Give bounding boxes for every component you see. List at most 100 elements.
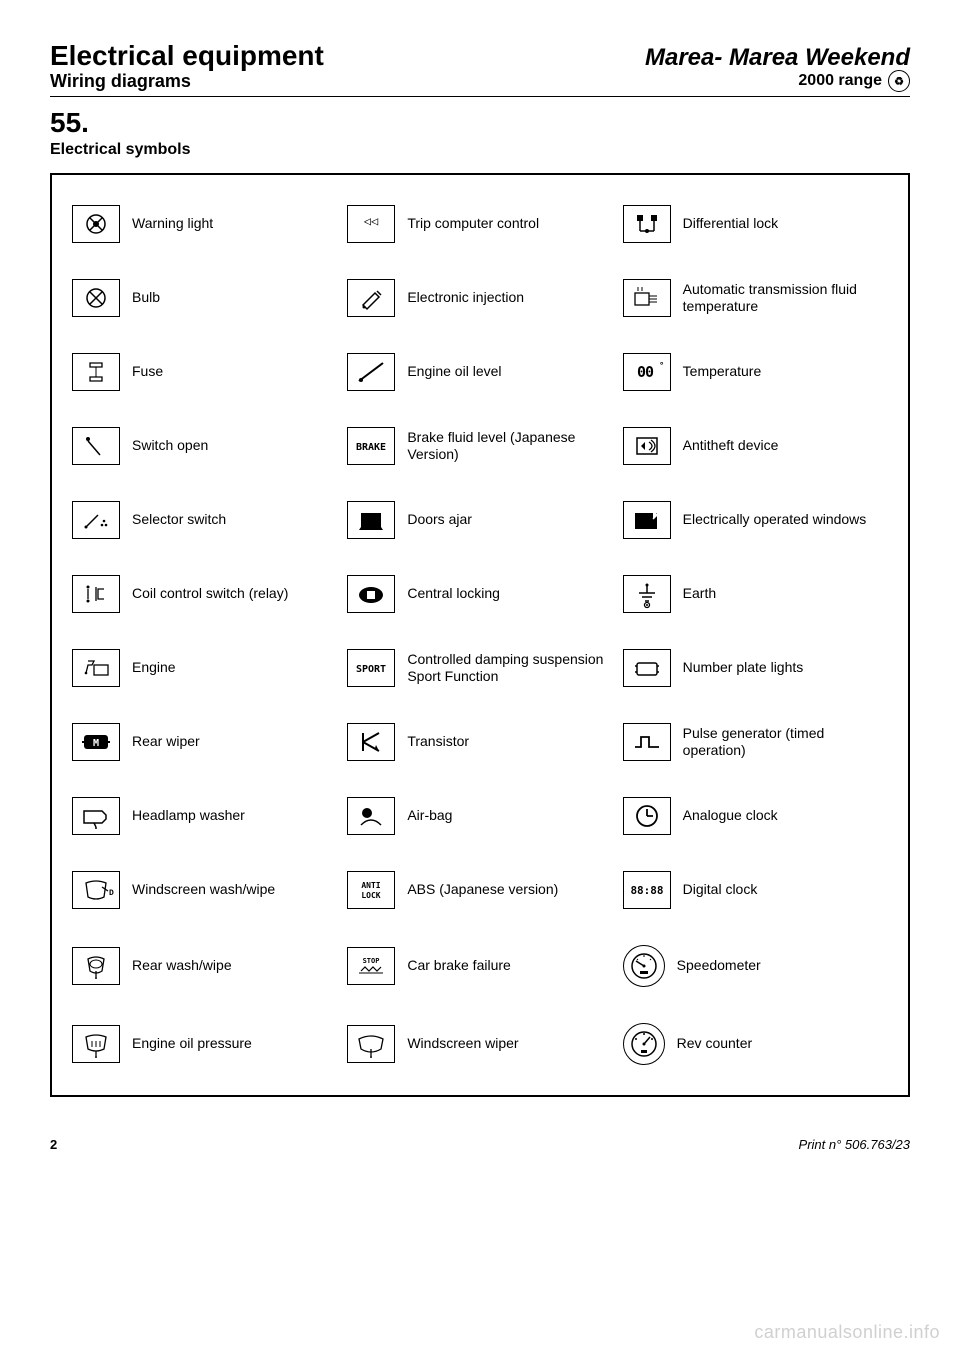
diff-lock-icon: [623, 205, 671, 243]
symbol-label: Electrically operated windows: [683, 511, 867, 529]
svg-text:D: D: [109, 889, 114, 898]
symbol-cell: Fuse: [72, 353, 337, 391]
symbol-label: Selector switch: [132, 511, 226, 529]
symbol-cell: BRAKE Brake fluid level (Japanese Version…: [347, 427, 612, 465]
svg-text:88:88: 88:88: [630, 884, 663, 897]
subtitle-left: Wiring diagrams: [50, 71, 191, 92]
windscreen-wash-icon: D: [72, 871, 120, 909]
symbol-cell: Windscreen wiper: [347, 1023, 612, 1065]
symbol-cell: Differential lock: [623, 205, 888, 243]
symbols-frame: Warning light ◁◁ Trip computer control Diff…: [50, 173, 910, 1097]
symbol-label: Air-bag: [407, 807, 452, 825]
trip-computer-icon: ◁◁: [347, 205, 395, 243]
symbol-cell: Earth: [623, 575, 888, 613]
symbol-label: Number plate lights: [683, 659, 804, 677]
sport-icon: SPORT: [347, 649, 395, 687]
symbol-label: Differential lock: [683, 215, 778, 233]
pulse-icon: [623, 723, 671, 761]
earth-icon: [623, 575, 671, 613]
svg-text:M: M: [93, 738, 99, 749]
symbol-label: Transistor: [407, 733, 469, 751]
switch-open-icon: [72, 427, 120, 465]
symbol-cell: Automatic transmission fluid temperature: [623, 279, 888, 317]
symbol-label: Temperature: [683, 363, 762, 381]
recycle-icon: ♻: [888, 70, 910, 92]
fuse-icon: [72, 353, 120, 391]
at-fluid-icon: [623, 279, 671, 317]
speedometer-icon: [623, 945, 665, 987]
symbol-cell: Doors ajar: [347, 501, 612, 539]
antilock-icon: ANTILOCK: [347, 871, 395, 909]
symbol-label: Trip computer control: [407, 215, 539, 233]
brake-icon: BRAKE: [347, 427, 395, 465]
range-label: 2000 range: [798, 72, 882, 90]
plate-lights-icon: [623, 649, 671, 687]
symbol-label: ABS (Japanese version): [407, 881, 558, 899]
symbol-cell: Analogue clock: [623, 797, 888, 835]
page-number: 2: [50, 1137, 57, 1152]
symbol-label: Brake fluid level (Japanese Version): [407, 429, 612, 464]
symbol-label: Headlamp washer: [132, 807, 245, 825]
headlamp-washer-icon: [72, 797, 120, 835]
symbol-cell: 88:88Digital clock: [623, 871, 888, 909]
symbol-label: Car brake failure: [407, 957, 511, 975]
analogue-clock-icon: [623, 797, 671, 835]
windows-icon: [623, 501, 671, 539]
symbol-cell: Headlamp washer: [72, 797, 337, 835]
rear-wash-icon: [72, 947, 120, 985]
symbol-cell: Speedometer: [623, 945, 888, 987]
antitheft-icon: [623, 427, 671, 465]
symbol-label: Automatic transmission fluid temperature: [683, 281, 888, 316]
doors-ajar-icon: [347, 501, 395, 539]
subtitle-right: 2000 range ♻: [798, 70, 910, 92]
symbol-label: Analogue clock: [683, 807, 778, 825]
symbols-grid: Warning light ◁◁ Trip computer control Diff…: [72, 205, 888, 1065]
symbol-cell: 00°Temperature: [623, 353, 888, 391]
symbol-cell: Selector switch: [72, 501, 337, 539]
svg-text:STOP: STOP: [363, 957, 380, 965]
symbol-label: Earth: [683, 585, 716, 603]
rev-counter-icon: [623, 1023, 665, 1065]
symbol-label: Speedometer: [677, 957, 761, 975]
symbol-cell: SPORT Controlled damping suspension Sport…: [347, 649, 612, 687]
symbol-label: Doors ajar: [407, 511, 472, 529]
oil-level-icon: [347, 353, 395, 391]
symbol-label: Rev counter: [677, 1035, 752, 1053]
symbol-cell: ANTILOCK ABS (Japanese version): [347, 871, 612, 909]
rear-wiper-icon: M: [72, 723, 120, 761]
symbol-label: Antitheft device: [683, 437, 779, 455]
warning-light-icon: [72, 205, 120, 243]
title-right: Marea- Marea Weekend: [645, 44, 910, 72]
symbol-label: Engine: [132, 659, 176, 677]
symbol-cell: Electronic injection: [347, 279, 612, 317]
symbol-cell: Switch open: [72, 427, 337, 465]
symbol-label: Windscreen wash/wipe: [132, 881, 275, 899]
oil-pressure-icon: [72, 1025, 120, 1063]
svg-text:SPORT: SPORT: [356, 664, 386, 675]
svg-text:BRAKE: BRAKE: [356, 442, 386, 453]
symbol-cell: D Windscreen wash/wipe: [72, 871, 337, 909]
symbol-cell: Coil control switch (relay): [72, 575, 337, 613]
symbol-cell: Central locking: [347, 575, 612, 613]
print-number: Print n° 506.763/23: [799, 1137, 910, 1152]
coil-relay-icon: [72, 575, 120, 613]
svg-text:00: 00: [637, 363, 654, 381]
symbol-cell: Warning light: [72, 205, 337, 243]
symbol-cell: Bulb: [72, 279, 337, 317]
symbol-cell: Antitheft device: [623, 427, 888, 465]
symbol-cell: Rev counter: [623, 1023, 888, 1065]
symbol-label: Controlled damping suspension Sport Func…: [407, 651, 612, 686]
central-lock-icon: [347, 575, 395, 613]
symbol-cell: Engine oil level: [347, 353, 612, 391]
symbol-label: Windscreen wiper: [407, 1035, 518, 1053]
symbol-cell: Transistor: [347, 723, 612, 761]
symbol-cell: Pulse generator (timed operation): [623, 723, 888, 761]
svg-text:ANTI: ANTI: [362, 881, 381, 890]
svg-text:LOCK: LOCK: [362, 891, 381, 900]
section-title: Electrical symbols: [50, 141, 910, 159]
bulb-icon: [72, 279, 120, 317]
brake-fail-icon: STOP: [347, 947, 395, 985]
symbol-cell: M Rear wiper: [72, 723, 337, 761]
selector-icon: [72, 501, 120, 539]
symbol-label: Rear wiper: [132, 733, 200, 751]
